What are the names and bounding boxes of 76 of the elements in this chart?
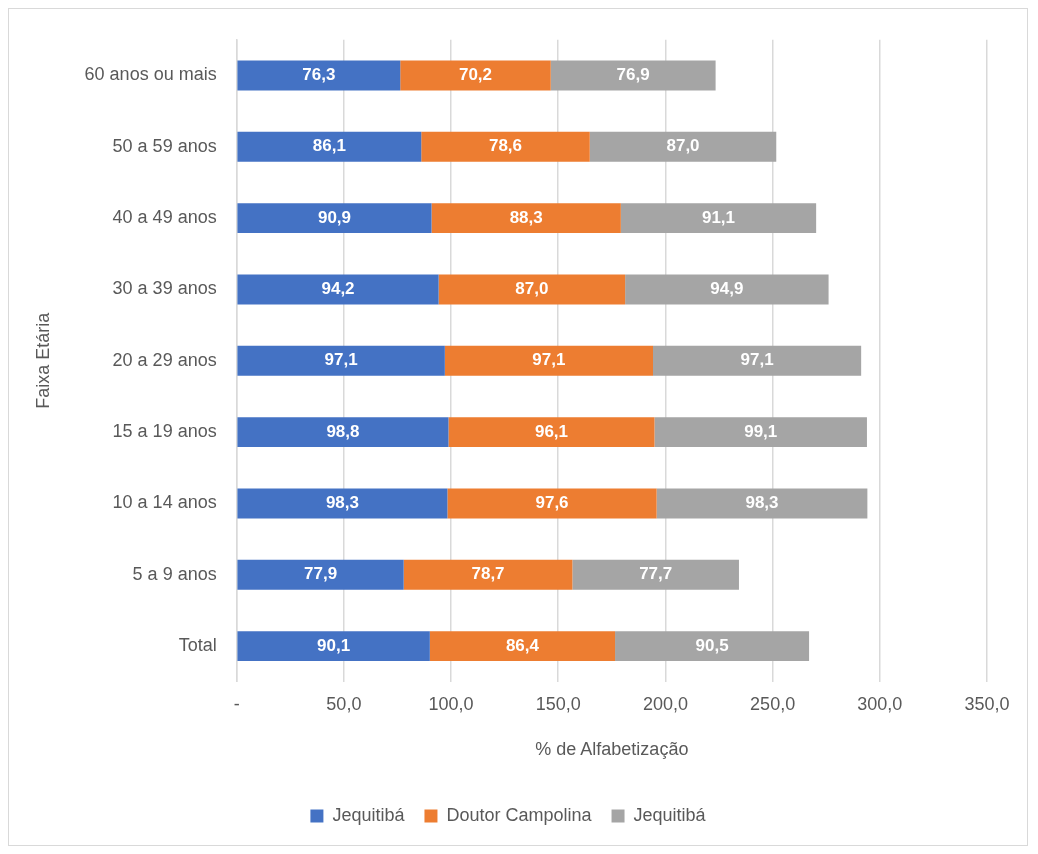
- y-tick-label: 60 anos ou mais: [84, 64, 217, 85]
- x-tick-label: 200,0: [642, 693, 688, 714]
- y-tick-label: Total: [178, 635, 217, 656]
- x-tick-label: 350,0: [964, 693, 1010, 714]
- bar: [550, 60, 716, 91]
- bar: [625, 274, 829, 305]
- bar: [429, 631, 616, 662]
- data-label: 70,2: [458, 65, 493, 85]
- bar: [438, 274, 626, 305]
- legend-label: Jequitibá: [332, 804, 406, 825]
- data-label: 94,2: [321, 279, 355, 299]
- y-tick-label: 40 a 49 anos: [112, 207, 217, 228]
- y-tick-label: 20 a 29 anos: [112, 349, 217, 370]
- bar: [444, 345, 653, 376]
- bar: [431, 203, 621, 234]
- data-label: 78,6: [488, 136, 523, 156]
- x-tick-label: 50,0: [326, 693, 362, 714]
- x-tick-label: 250,0: [750, 693, 796, 714]
- x-tick-label: 300,0: [857, 693, 903, 714]
- x-axis-title: % de Alfabetização: [535, 739, 689, 760]
- bar: [448, 417, 655, 448]
- data-label: 97,1: [324, 350, 358, 370]
- bar: [654, 417, 867, 448]
- data-label: 87,0: [515, 279, 549, 299]
- y-tick-label: 5 a 9 anos: [132, 563, 217, 584]
- bar: [237, 131, 422, 162]
- y-tick-label: 15 a 19 anos: [112, 421, 217, 442]
- data-label: 77,9: [304, 564, 338, 584]
- bar: [237, 559, 404, 590]
- data-label: 76,9: [616, 65, 650, 85]
- bar: [237, 488, 448, 519]
- y-tick-label: 50 a 59 anos: [112, 135, 217, 156]
- bar: [447, 488, 657, 519]
- data-label: 96,1: [534, 421, 569, 441]
- bar: [237, 274, 439, 305]
- legend-label: Doutor Campolina: [446, 804, 593, 825]
- data-label: 91,1: [701, 207, 736, 227]
- bar: [572, 559, 739, 590]
- data-label: 86,4: [505, 635, 540, 655]
- data-label: 77,7: [639, 564, 673, 584]
- bar: [656, 488, 868, 519]
- bar: [400, 60, 551, 91]
- y-tick-label: 10 a 14 anos: [112, 492, 217, 513]
- data-label: 78,7: [471, 564, 505, 584]
- x-tick-label: 100,0: [428, 693, 474, 714]
- x-tick-label: -: [233, 693, 240, 714]
- bar: [615, 631, 810, 662]
- data-label: 98,3: [745, 493, 779, 513]
- bar: [421, 131, 590, 162]
- data-label: 94,9: [710, 279, 744, 299]
- data-label: 90,1: [317, 635, 351, 655]
- y-tick-label: 30 a 39 anos: [112, 278, 217, 299]
- legend-label: Jequitibá: [633, 804, 707, 825]
- bar: [653, 345, 862, 376]
- data-label: 97,6: [535, 493, 569, 513]
- x-tick-label: 150,0: [535, 693, 581, 714]
- bar: [237, 345, 445, 376]
- data-label: 86,1: [312, 136, 346, 156]
- data-label: 87,0: [666, 136, 700, 156]
- data-label: 90,5: [695, 635, 729, 655]
- bar: [403, 559, 573, 590]
- y-axis-title: Faixa Etária: [32, 311, 53, 409]
- bar: [620, 203, 817, 234]
- data-label: 90,9: [317, 207, 352, 227]
- data-label: 88,3: [509, 207, 543, 227]
- data-label: 76,3: [302, 65, 336, 85]
- bar: [237, 417, 449, 448]
- data-label: 97,1: [740, 350, 774, 370]
- data-label: 98,8: [326, 421, 360, 441]
- data-label: 99,1: [744, 421, 778, 441]
- bar: [237, 60, 401, 91]
- bar: [237, 203, 432, 234]
- bar: [237, 631, 430, 662]
- data-label: 97,1: [532, 350, 566, 370]
- data-label: 98,3: [325, 493, 359, 513]
- bar: [589, 131, 777, 162]
